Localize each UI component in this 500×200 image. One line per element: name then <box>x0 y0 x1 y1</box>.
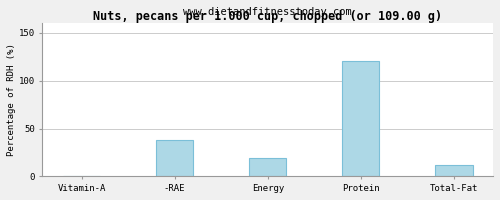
Y-axis label: Percentage of RDH (%): Percentage of RDH (%) <box>7 43 16 156</box>
Bar <box>342 61 380 176</box>
Text: www.dietandfitnesstoday.com: www.dietandfitnesstoday.com <box>184 7 352 17</box>
Title: Nuts, pecans per 1.000 cup, chopped (or 109.00 g): Nuts, pecans per 1.000 cup, chopped (or … <box>93 10 443 23</box>
Bar <box>249 158 286 176</box>
Bar <box>436 165 472 176</box>
Bar <box>156 140 194 176</box>
